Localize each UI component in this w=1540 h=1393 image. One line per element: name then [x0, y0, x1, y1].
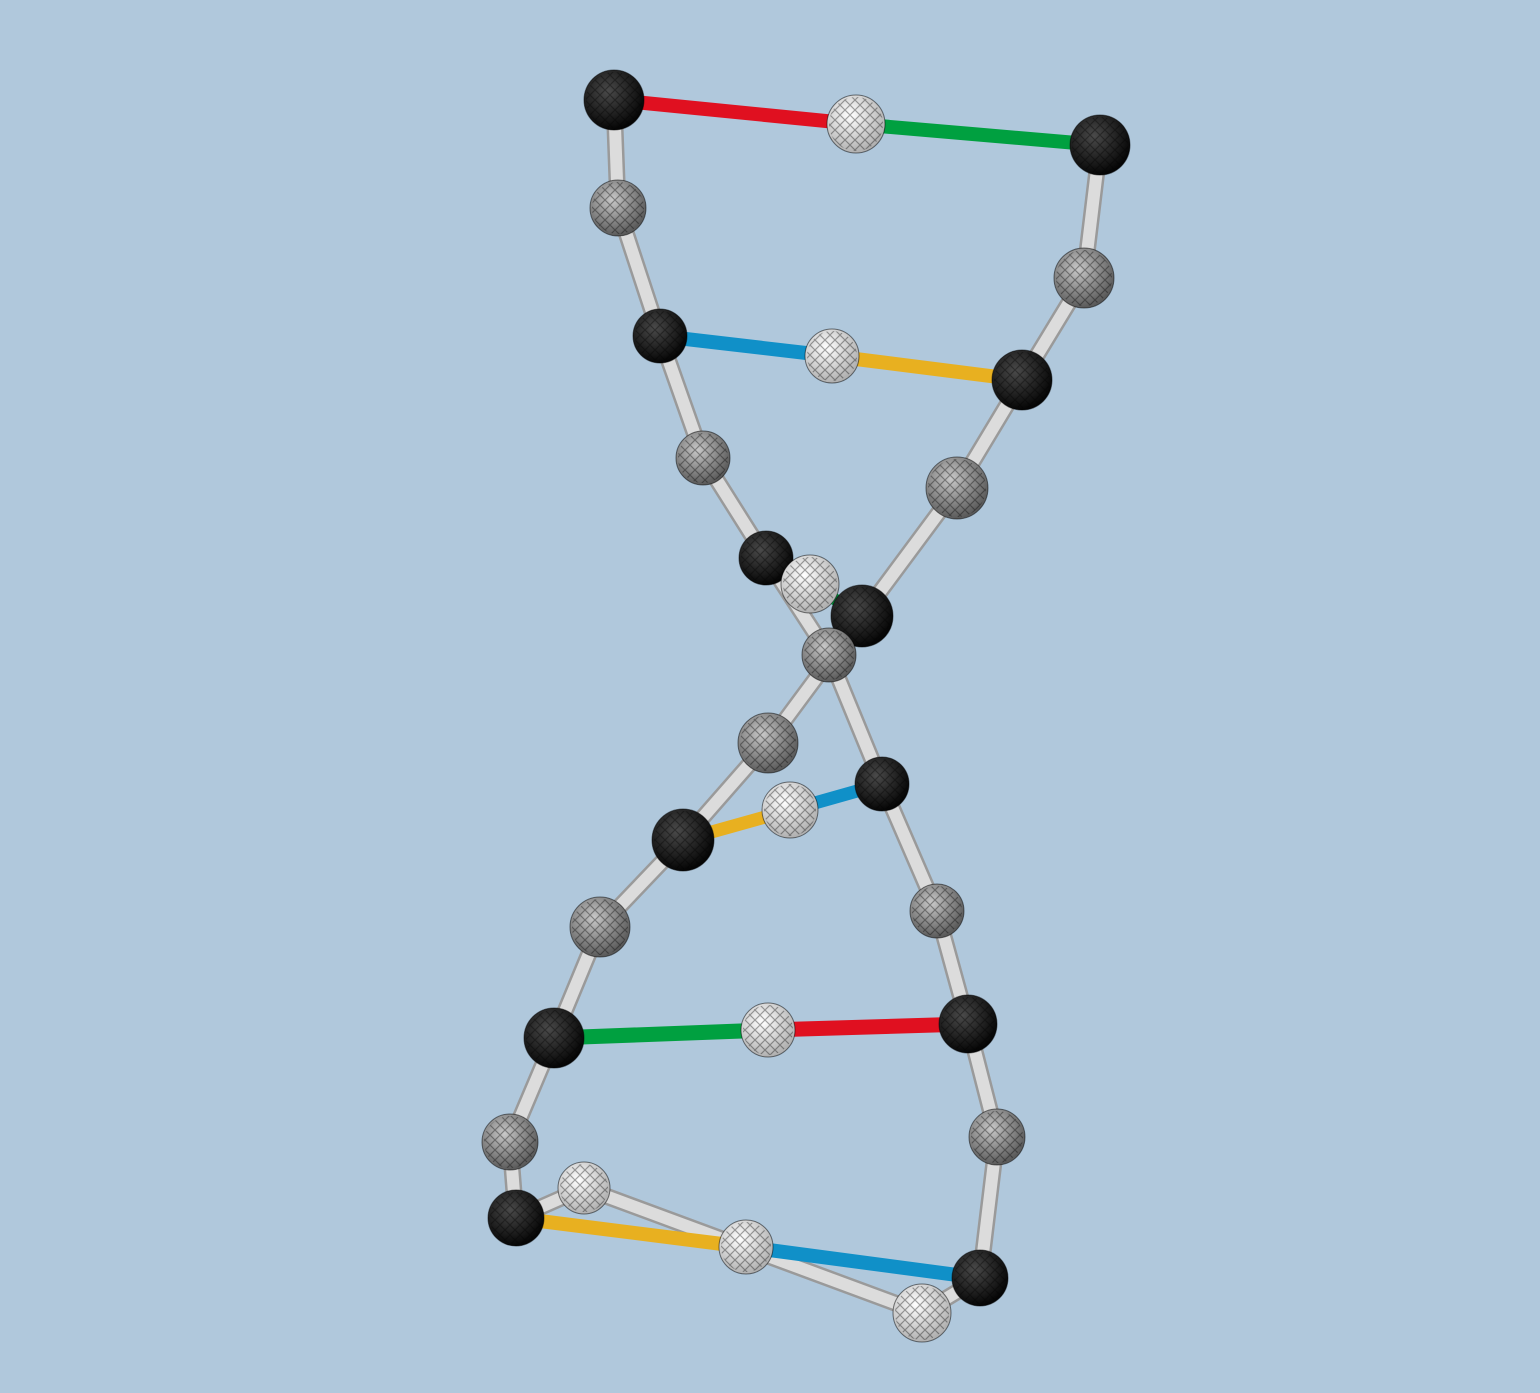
phosphate-ball-mesh — [741, 533, 791, 583]
base-pair-5-red-rod — [767, 1016, 969, 1038]
sugar-ball-mesh — [1056, 250, 1112, 306]
base-pair-2-yellow-rod — [831, 349, 1023, 387]
hub-ball-mesh — [743, 1005, 793, 1055]
base-pair-6-yellow-rod — [515, 1211, 747, 1254]
phosphate-ball-mesh — [954, 1252, 1006, 1304]
hub-ball-mesh — [560, 1164, 608, 1212]
phosphate-ball-mesh — [635, 311, 685, 361]
phosphate-ball-mesh — [654, 811, 712, 869]
hub-ball-mesh — [807, 331, 857, 381]
base-pair-6-blue-rod — [745, 1240, 981, 1285]
sugar-ball-mesh — [928, 459, 986, 517]
sugar-ball-mesh — [484, 1116, 536, 1168]
base-pair-1-red-rod — [613, 93, 857, 131]
hub-ball-mesh — [721, 1222, 771, 1272]
hub-ball-mesh — [829, 97, 883, 151]
atom-balls — [481, 69, 1131, 1343]
hub-ball-mesh — [764, 784, 816, 836]
sugar-ball-mesh — [912, 886, 962, 936]
phosphate-ball-mesh — [994, 352, 1050, 408]
phosphate-ball-mesh — [586, 72, 642, 128]
phosphate-ball-mesh — [857, 759, 907, 809]
base-pair-2-blue-rod — [659, 329, 833, 363]
sugar-ball-mesh — [678, 433, 728, 483]
phosphate-ball-mesh — [833, 587, 891, 645]
sugar-ball-mesh — [740, 715, 796, 771]
phosphate-ball-mesh — [526, 1010, 582, 1066]
phosphate-ball-mesh — [1072, 117, 1128, 173]
sugar-ball-mesh — [572, 899, 628, 955]
sugar-ball-mesh — [592, 182, 644, 234]
phosphate-ball-mesh — [490, 1192, 542, 1244]
phosphate-ball-mesh — [941, 997, 995, 1051]
base-pair-1-green-rod — [855, 117, 1101, 152]
hub-ball-mesh — [895, 1286, 949, 1340]
hub-ball-mesh — [783, 557, 837, 611]
base-pair-5-green-rod — [553, 1022, 769, 1046]
sugar-ball-mesh — [804, 630, 854, 680]
sugar-ball-mesh — [971, 1111, 1023, 1163]
